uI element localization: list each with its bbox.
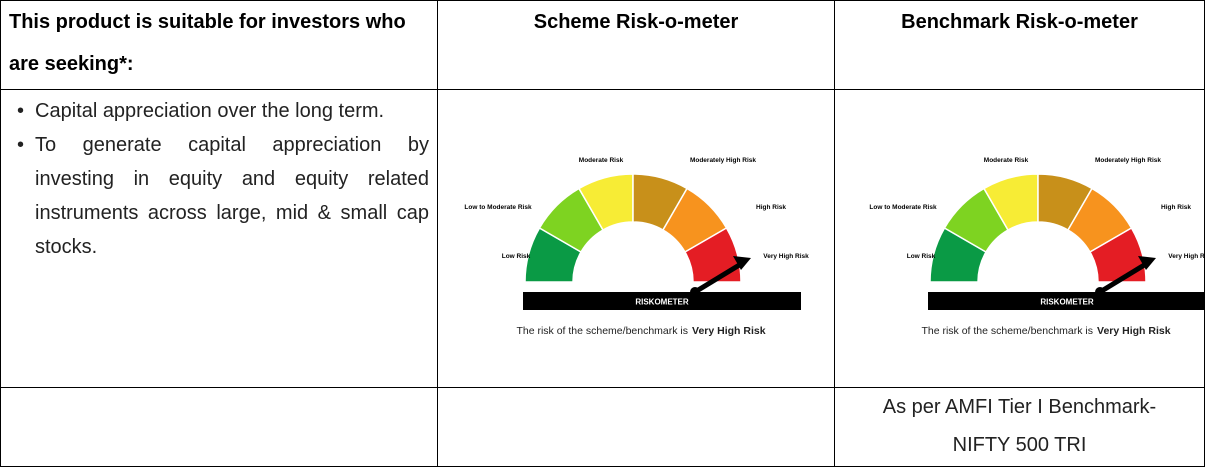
riskometer: Low Risk Low to Moderate Risk Moderate Ris… [835,90,1205,381]
level-label: Very High Risk [763,253,809,260]
level-label: Low to Moderate Risk [464,204,532,211]
benchmark-note-cell: As per AMFI Tier I Benchmark-NIFTY 500 T… [835,388,1205,467]
needle-pivot [690,287,700,297]
benchmark-riskometer-cell: Low Risk Low to Moderate Risk Moderate Ris… [835,90,1205,388]
riskometer: Low Risk Low to Moderate Risk Moderate Ris… [438,90,835,381]
level-label: High Risk [1161,204,1191,211]
bar-label: RISKOMETER [635,298,689,307]
level-label: Low Risk [907,253,936,260]
objectives-cell: Capital appreciation over the long term.… [1,90,438,388]
level-label: Low Risk [502,253,531,260]
objective: To generate capital appreciation by inve… [19,128,429,264]
caption: The risk of the scheme/benchmark is Very … [516,325,765,337]
objectives-list: Capital appreciation over the long term.… [9,94,429,264]
level-label: Moderate Risk [984,157,1029,164]
header-cell: Benchmark Risk-o-meter [835,1,1205,90]
scheme-riskometer-cell: Low Risk Low to Moderate Risk Moderate Ris… [438,90,835,388]
header-row: This product is suitable for investors w… [1,1,1205,90]
level-label: Low to Moderate Risk [869,204,937,211]
level-label: Moderate Risk [579,157,624,164]
suitability-table: This product is suitable for investors w… [0,0,1205,467]
level-label: High Risk [756,204,786,211]
empty-cell [438,388,835,467]
footer-row: As per AMFI Tier I Benchmark-NIFTY 500 T… [1,388,1205,467]
level-label: Moderately High Risk [1095,157,1161,164]
caption-text: The risk of the scheme/benchmark is [516,325,688,337]
objective: Capital appreciation over the long term. [19,94,429,128]
bar-label: RISKOMETER [1040,298,1094,307]
level-label: Very High Risk [1168,253,1205,260]
level-label: Moderately High Risk [690,157,756,164]
caption: The risk of the scheme/benchmark is Very … [921,325,1170,337]
empty-cell [1,388,438,467]
note-line: NIFTY 500 TRI [843,426,1196,464]
needle-pivot [1095,287,1105,297]
page: This product is suitable for investors w… [0,0,1205,463]
caption-bold: Very High Risk [692,325,766,337]
note-line: As per AMFI Tier I Benchmark- [843,388,1196,426]
caption-bold: Very High Risk [1097,325,1171,337]
caption-text: The risk of the scheme/benchmark is [921,325,1093,337]
header-cell: Scheme Risk-o-meter [438,1,835,90]
header-cell: This product is suitable for investors w… [1,1,438,90]
content-row: Capital appreciation over the long term.… [1,90,1205,388]
